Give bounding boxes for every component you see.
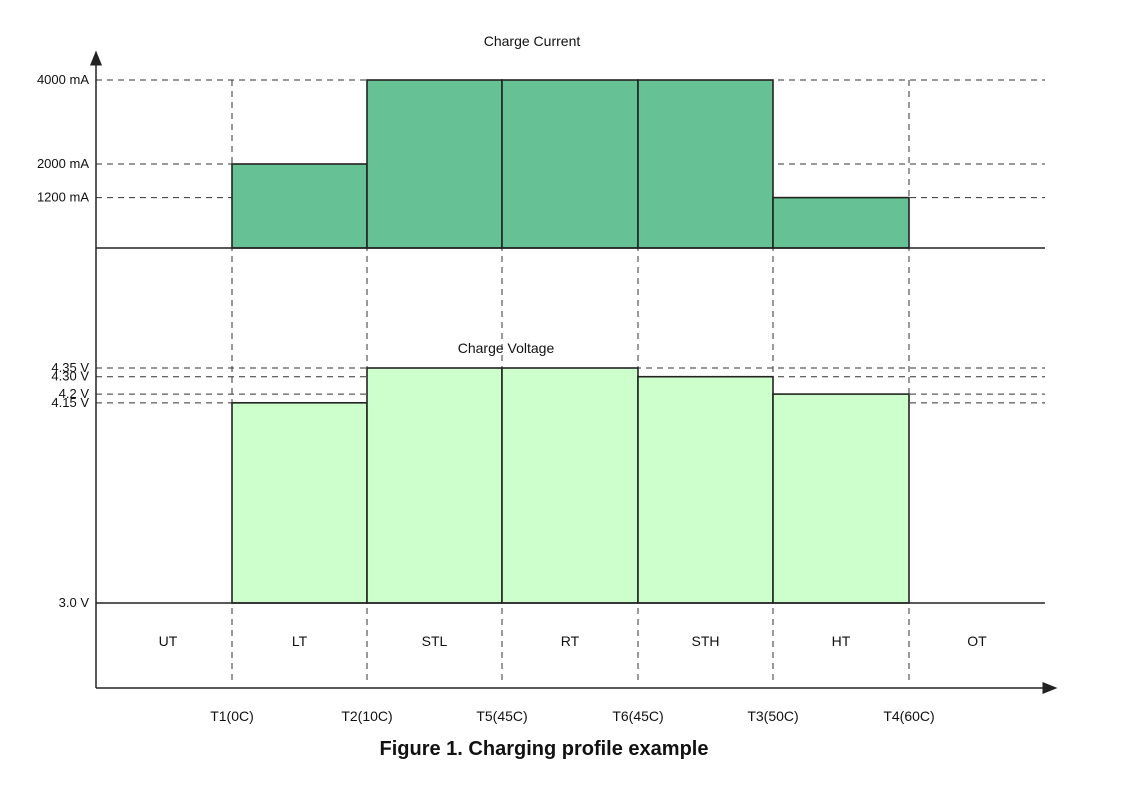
axes bbox=[90, 50, 1058, 694]
region-label-ht: HT bbox=[832, 633, 851, 649]
voltage-tick-label: 4.2 V bbox=[59, 386, 90, 401]
voltage-bar-rt bbox=[501, 367, 639, 604]
voltage-tick-label: 4.30 V bbox=[51, 369, 89, 384]
current-tick-label: 4000 mA bbox=[37, 72, 89, 87]
voltage-bar-ht bbox=[772, 393, 910, 604]
current-tick-label: 1200 mA bbox=[37, 190, 89, 205]
region-label-stl: STL bbox=[422, 633, 448, 649]
current-tick-label: 2000 mA bbox=[37, 156, 89, 171]
figure-caption: Figure 1. Charging profile example bbox=[379, 738, 709, 760]
temperature-label: T2(10C) bbox=[341, 708, 392, 724]
voltage-tick-label: 3.0 V bbox=[59, 595, 90, 610]
region-label-ut: UT bbox=[159, 633, 178, 649]
temperature-label: T1(0C) bbox=[210, 708, 254, 724]
temperature-label: T3(50C) bbox=[747, 708, 798, 724]
current-bar-ht bbox=[772, 196, 910, 249]
voltage-bar-lt bbox=[231, 402, 368, 604]
temperature-label: T5(45C) bbox=[476, 708, 527, 724]
current-bar-sth bbox=[637, 79, 774, 249]
current-chart-title: Charge Current bbox=[484, 33, 581, 49]
temperature-label: T4(60C) bbox=[883, 708, 934, 724]
bars bbox=[231, 79, 910, 604]
voltage-tick-label: 4.35 V bbox=[51, 360, 89, 375]
labels: Charge Current Charge Voltage 4000 mA 200… bbox=[37, 33, 987, 724]
current-bar-rt bbox=[501, 79, 639, 249]
voltage-bar-sth bbox=[637, 375, 774, 604]
current-bar-stl bbox=[366, 79, 503, 249]
region-label-ot: OT bbox=[967, 633, 987, 649]
voltage-chart-title: Charge Voltage bbox=[458, 340, 555, 356]
charging-profile-chart: Charge Current Charge Voltage 4000 mA 200… bbox=[37, 33, 1058, 724]
voltage-tick-label: 4.15 V bbox=[51, 395, 89, 410]
region-label-sth: STH bbox=[692, 633, 720, 649]
temperature-label: T6(45C) bbox=[612, 708, 663, 724]
region-label-lt: LT bbox=[292, 633, 308, 649]
region-label-rt: RT bbox=[561, 633, 580, 649]
voltage-bar-stl bbox=[366, 367, 503, 604]
current-bar-lt bbox=[231, 163, 368, 249]
